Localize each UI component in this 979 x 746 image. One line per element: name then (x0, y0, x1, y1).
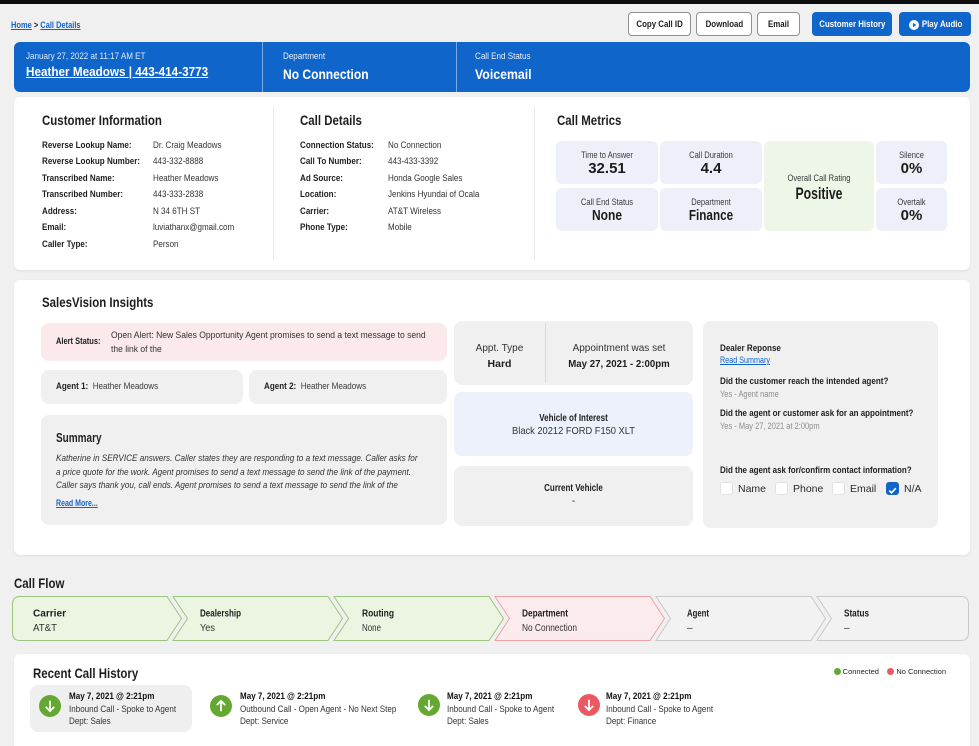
svg-text:Carrier: Carrier (33, 609, 66, 620)
svg-text:Status: Status (844, 609, 869, 620)
svg-text:–: – (687, 623, 693, 634)
svg-text:None: None (362, 623, 381, 634)
svg-text:Routing: Routing (362, 609, 394, 620)
svg-text:–: – (844, 623, 850, 634)
svg-text:AT&T: AT&T (33, 623, 57, 634)
svg-text:Department: Department (522, 609, 569, 620)
svg-text:No Connection: No Connection (522, 623, 577, 634)
svg-text:Agent: Agent (687, 609, 710, 620)
svg-text:Dealership: Dealership (200, 609, 241, 620)
svg-text:Yes: Yes (200, 623, 215, 634)
